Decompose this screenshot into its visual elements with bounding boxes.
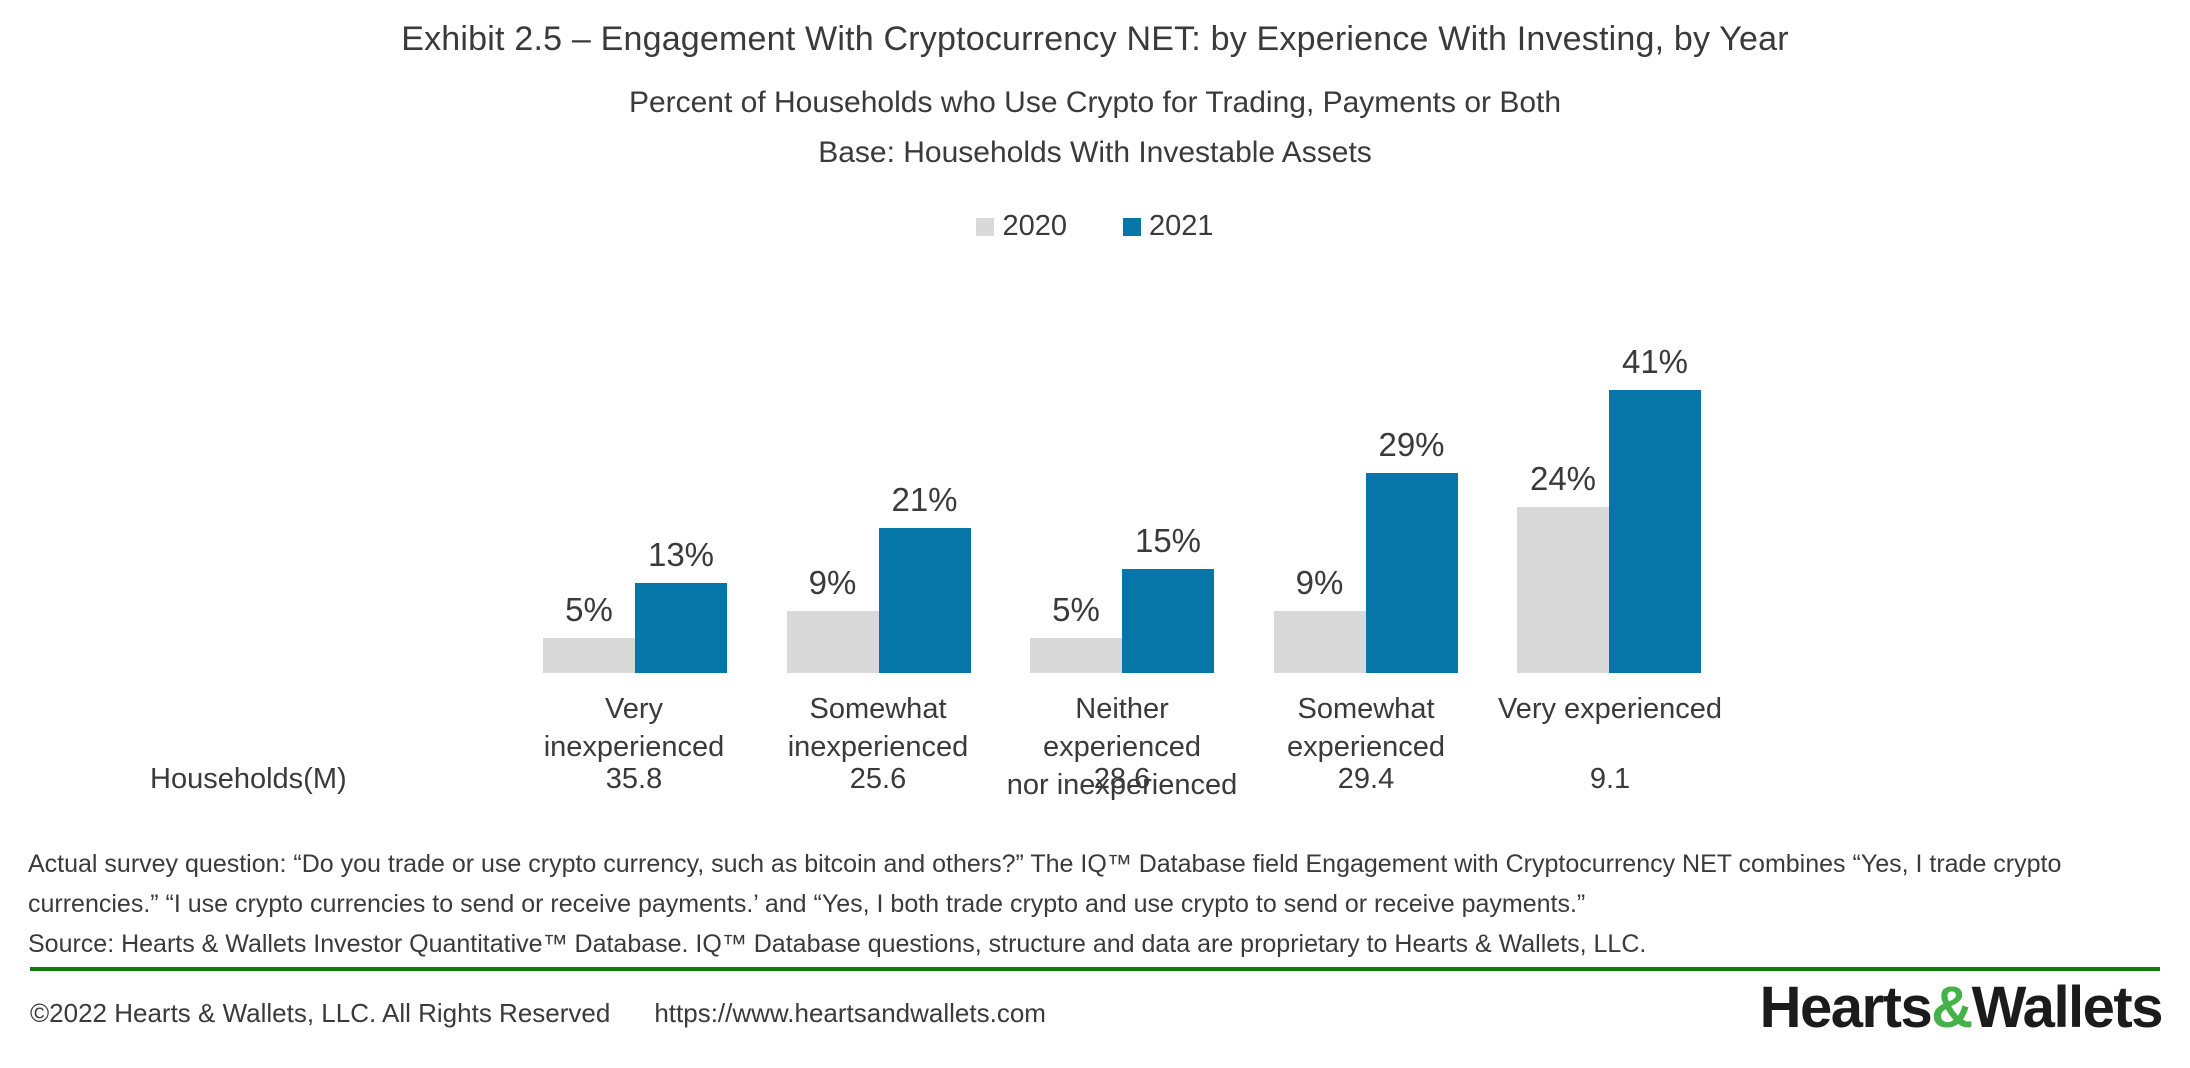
bar-column: 13% bbox=[635, 536, 727, 673]
legend: 2020 2021 bbox=[0, 210, 2190, 243]
legend-item-2020: 2020 bbox=[976, 210, 1067, 243]
bar-chart-plot: 5% 13% 9% 21% 5% 15% 9% 29% 24% 41% bbox=[543, 340, 1701, 673]
footer-divider-line bbox=[30, 967, 2160, 971]
bar-column: 9% bbox=[786, 564, 879, 673]
bar-value-label: 15% bbox=[1134, 522, 1202, 559]
bar-value-label: 41% bbox=[1621, 343, 1689, 380]
footnote-line1: Actual survey question: “Do you trade or… bbox=[28, 850, 2062, 878]
category-labels-row: Very inexperienced Somewhat inexperienced N… bbox=[512, 690, 1732, 804]
logo-wallets: Wallets bbox=[1971, 975, 2164, 1040]
bar-2020 bbox=[786, 611, 879, 673]
category-label: Somewhat experienced bbox=[1287, 693, 1445, 763]
bar-value-label: 5% bbox=[565, 591, 613, 628]
chart-title: Exhibit 2.5 – Engagement With Cryptocurr… bbox=[401, 20, 1789, 58]
bar-value-label: 29% bbox=[1378, 426, 1445, 463]
households-row-label: Households(M) bbox=[150, 763, 347, 795]
households-value: 29.4 bbox=[1337, 763, 1395, 795]
legend-swatch-2020 bbox=[976, 217, 995, 236]
bar-column: 5% bbox=[543, 591, 635, 673]
bar-value-label: 9% bbox=[1295, 564, 1344, 601]
footnote-source: Source: Hearts & Wallets Investor Quanti… bbox=[28, 930, 1647, 958]
legend-label-2020: 2020 bbox=[1002, 210, 1067, 242]
logo-ampersand: & bbox=[1931, 975, 1973, 1040]
bar-value-label: 5% bbox=[1052, 591, 1100, 628]
category-label: Very experienced bbox=[1497, 693, 1723, 725]
bar-2020 bbox=[1517, 507, 1609, 673]
bar-2020 bbox=[1030, 638, 1122, 673]
chart-subtitle: Percent of Households who Use Crypto for… bbox=[628, 86, 1562, 119]
bar-value-label: 13% bbox=[647, 536, 715, 573]
legend-item-2021: 2021 bbox=[1123, 210, 1214, 243]
bar-value-label: 21% bbox=[891, 481, 958, 518]
hearts-and-wallets-logo: Hearts&Wallets bbox=[1759, 974, 2164, 1041]
bar-column: 15% bbox=[1122, 522, 1214, 673]
bar-group: 9% 21% bbox=[786, 481, 971, 673]
bar-column: 29% bbox=[1365, 426, 1458, 673]
category-label: Very inexperienced bbox=[543, 693, 725, 763]
chart-base-note: Base: Households With Investable Assets bbox=[818, 136, 1372, 169]
bar-column: 5% bbox=[1030, 591, 1122, 673]
bar-2020 bbox=[1273, 611, 1366, 673]
bar-group: 5% 13% bbox=[543, 536, 727, 673]
category-label: Somewhat inexperienced bbox=[787, 693, 969, 763]
bar-2021 bbox=[635, 583, 727, 673]
website-url[interactable]: https://www.heartsandwallets.com bbox=[654, 998, 1046, 1028]
bar-2021 bbox=[1365, 473, 1458, 673]
footnote-line2: currencies.” “I use crypto currencies to… bbox=[28, 890, 1586, 918]
bar-column: 9% bbox=[1273, 564, 1366, 673]
bar-value-label: 24% bbox=[1529, 460, 1597, 497]
bar-column: 41% bbox=[1609, 343, 1701, 673]
bar-group: 24% 41% bbox=[1517, 343, 1701, 673]
footer-text: ©2022 Hearts & Wallets, LLC. All Rights … bbox=[30, 998, 1046, 1029]
households-value: 28.6 bbox=[1093, 763, 1151, 795]
bar-2021 bbox=[878, 528, 971, 673]
logo-hearts: Hearts bbox=[1759, 975, 1933, 1040]
bar-2020 bbox=[543, 638, 635, 673]
footnote: Actual survey question: “Do you trade or… bbox=[28, 844, 2162, 964]
households-value: 9.1 bbox=[1589, 763, 1631, 795]
legend-swatch-2021 bbox=[1123, 217, 1141, 236]
legend-label-2021: 2021 bbox=[1149, 210, 1214, 242]
households-value: 25.6 bbox=[849, 763, 907, 795]
bar-group: 9% 29% bbox=[1273, 426, 1458, 673]
category-label: Neither experienced nor inexperienced bbox=[1006, 693, 1238, 801]
bar-column: 24% bbox=[1517, 460, 1609, 673]
bar-value-label: 9% bbox=[808, 564, 857, 601]
bar-column: 21% bbox=[878, 481, 971, 673]
households-values-row: 35.8 25.6 28.6 29.4 9.1 bbox=[512, 763, 1732, 796]
copyright-text: ©2022 Hearts & Wallets, LLC. All Rights … bbox=[30, 998, 611, 1028]
bar-2021 bbox=[1122, 569, 1214, 673]
bar-group: 5% 15% bbox=[1030, 522, 1214, 673]
households-value: 35.8 bbox=[605, 763, 663, 795]
bar-2021 bbox=[1609, 390, 1701, 673]
